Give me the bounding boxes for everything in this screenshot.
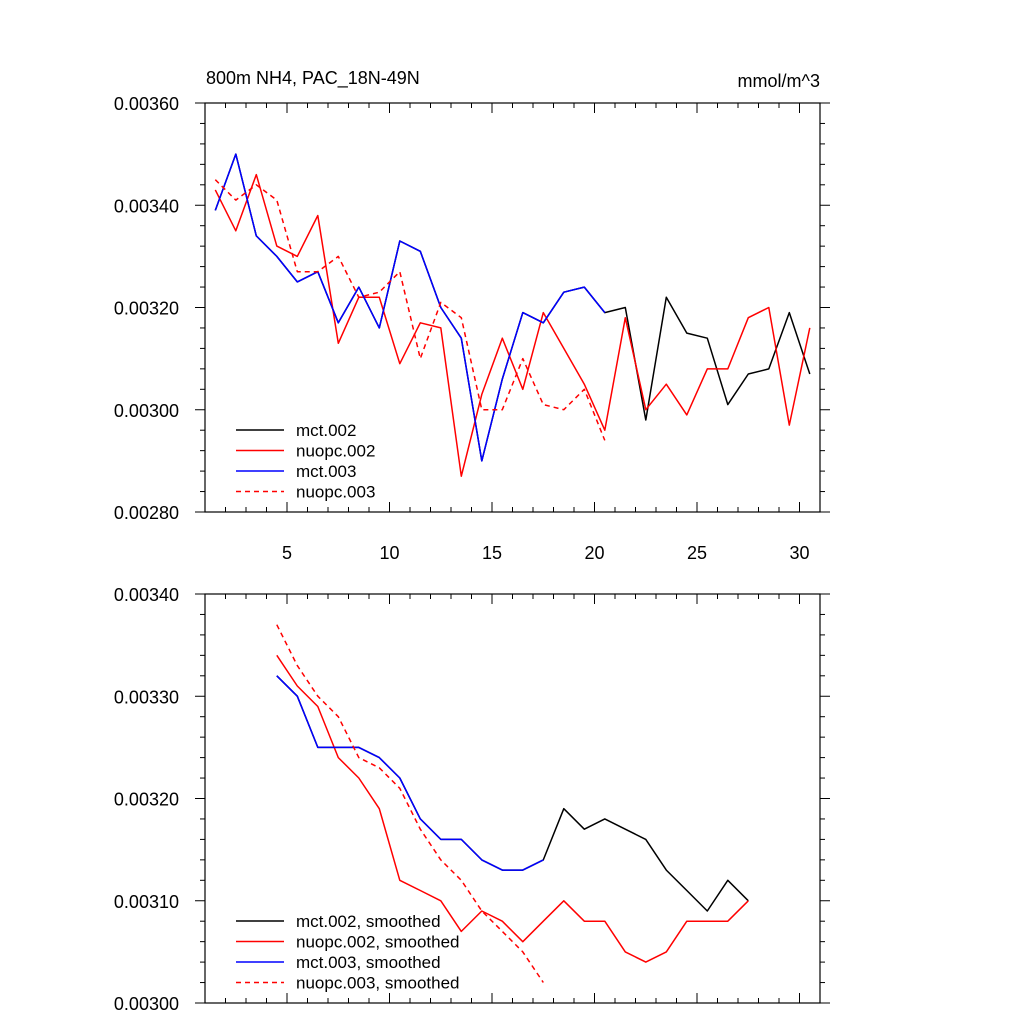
series-line-mct-003 <box>214 153 606 462</box>
panel-bottom: 0.00300 0.00310 0.00320 0.00330 0.00340 mct.0… <box>114 585 830 1014</box>
panel-top: 5 10 15 20 25 30 0.00280 0.00300 0.00320 0.00340 0… <box>114 94 830 563</box>
y-tick-label: 0.00320 <box>114 790 179 810</box>
y-tick-label: 0.00300 <box>114 994 179 1014</box>
x-tick-label: 10 <box>379 543 399 563</box>
legend-label: nuopc.002 <box>296 442 375 461</box>
y-tick-label: 0.00320 <box>114 299 179 319</box>
units-label: mmol/m^3 <box>738 71 820 91</box>
series-line-nuopc-002-smoothed <box>276 654 749 963</box>
y-tick-label: 0.00300 <box>114 401 179 421</box>
y-tick-label: 0.00310 <box>114 892 179 912</box>
legend-label: mct.002 <box>296 421 356 440</box>
legend-label: nuopc.003, smoothed <box>296 974 460 993</box>
legend-label: mct.003 <box>296 462 356 481</box>
x-tick-label: 30 <box>789 543 809 563</box>
x-tick-label: 15 <box>482 543 502 563</box>
y-tick-label: 0.00340 <box>114 585 179 605</box>
legend-label: mct.002, smoothed <box>296 912 441 931</box>
series-line-mct-003-smoothed <box>276 675 544 871</box>
series-line-nuopc-002 <box>214 173 811 477</box>
x-tick-label: 25 <box>687 543 707 563</box>
y-tick-label: 0.00340 <box>114 196 179 216</box>
legend-label: nuopc.003 <box>296 483 375 502</box>
series-line-mct-002 <box>214 153 811 462</box>
series-line-nuopc-003-smoothed <box>276 624 544 983</box>
x-tick-label: 5 <box>282 543 292 563</box>
chart-title: 800m NH4, PAC_18N-49N <box>206 68 420 89</box>
series-line-mct-002-smoothed <box>276 675 749 912</box>
legend-label: nuopc.002, smoothed <box>296 933 460 952</box>
y-tick-label: 0.00330 <box>114 687 179 707</box>
series-line-nuopc-003 <box>214 179 606 441</box>
y-tick-label: 0.00360 <box>114 94 179 114</box>
y-tick-label: 0.00280 <box>114 503 179 523</box>
x-tick-label: 20 <box>584 543 604 563</box>
legend-label: mct.003, smoothed <box>296 953 441 972</box>
